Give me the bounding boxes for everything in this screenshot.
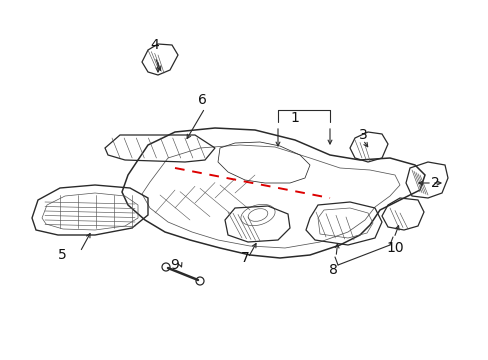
Text: 9: 9 (170, 258, 179, 272)
Text: 10: 10 (386, 241, 403, 255)
Text: 7: 7 (240, 251, 249, 265)
Text: 4: 4 (150, 38, 159, 52)
Text: 8: 8 (328, 263, 337, 277)
Text: 5: 5 (58, 248, 66, 262)
Text: 2: 2 (430, 176, 439, 190)
Text: 6: 6 (197, 93, 206, 107)
Text: 1: 1 (290, 111, 299, 125)
Text: 3: 3 (358, 128, 366, 142)
